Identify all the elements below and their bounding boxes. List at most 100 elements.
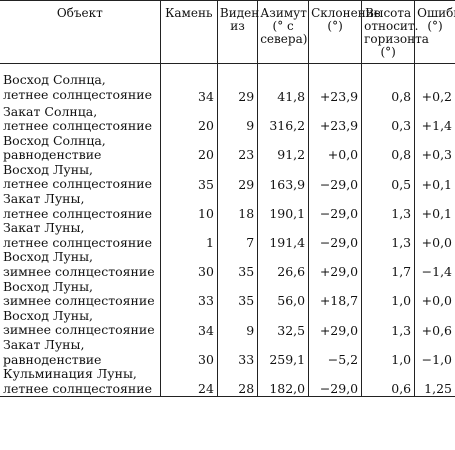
table-row: Восход Луны, зимнее солнцестояние 33 35 56,0…: [0, 278, 455, 309]
cell-stone: 20: [159, 104, 218, 134]
cell-error: +0,0: [414, 221, 455, 251]
cell-object: Закат Луны, летнее солнцестояние: [0, 221, 160, 250]
object-line-2: летнее солнцестояние: [3, 205, 152, 221]
cell-visible-from: 18: [216, 192, 258, 222]
object-line-1: Восход Солнца,: [3, 132, 106, 148]
object-line-2: летнее солнцестояние: [3, 380, 152, 396]
cell-horizon-height: 1,3: [361, 221, 415, 251]
cell-horizon-height: 0,5: [361, 162, 415, 193]
cell-declination: +29,0: [308, 250, 362, 280]
cell-stone: 34: [159, 308, 218, 338]
cell-stone: 34: [159, 63, 218, 105]
cell-error: −1,4: [414, 250, 455, 280]
object-line-1: Закат Луны,: [3, 191, 85, 207]
cell-stone: 30: [159, 338, 218, 368]
object-line-2: летнее солнцестояние: [3, 118, 152, 133]
table-row: Закат Луны, летнее солнцестояние 10 18 190,1…: [0, 191, 455, 222]
cell-object: Восход Луны, зимнее солнцестояние: [0, 278, 160, 309]
cell-visible-from: 23: [216, 133, 258, 163]
cell-azimuth: 56,0: [257, 279, 309, 309]
cell-object: Восход Солнца, летнее солнцестояние: [0, 64, 160, 105]
cell-horizon-height: 0,8: [361, 63, 415, 105]
cell-azimuth: 41,8: [257, 63, 309, 105]
cell-declination: −5,2: [308, 338, 362, 368]
table-row: Восход Луны, зимнее солнцестояние 34 9 32,5 +…: [0, 307, 455, 338]
object-line-1: Восход Луны,: [3, 278, 93, 294]
object-line-2: зимнее солнцестояние: [3, 293, 155, 309]
cell-visible-from: 28: [216, 367, 258, 398]
cell-declination: +23,9: [308, 104, 362, 134]
table-row: Восход Солнца, летнее солнцестояние 34 29 41…: [0, 63, 455, 105]
object-line-1: Восход Луны,: [3, 161, 93, 177]
table-header: Объект Камень Виден из Азимут (° с север…: [0, 0, 455, 64]
cell-object: Восход Солнца, равноденствие: [0, 132, 160, 163]
cell-visible-from: 29: [216, 63, 258, 105]
header-declination: Склонение (°): [308, 0, 381, 64]
cell-declination: −29,0: [308, 192, 362, 222]
cell-azimuth: 191,4: [257, 221, 309, 251]
cell-azimuth: 26,6: [257, 250, 309, 280]
cell-azimuth: 182,0: [257, 367, 309, 398]
cell-declination: +23,9: [308, 63, 362, 105]
header-object: Объект: [0, 0, 161, 64]
cell-azimuth: 163,9: [257, 162, 309, 193]
cell-azimuth: 259,1: [257, 338, 309, 368]
table-row: Кульминация Луны, летнее солнцестояние 24 2…: [0, 366, 455, 398]
object-line-2: летнее солнцестояние: [3, 176, 152, 192]
cell-error: +0,1: [414, 162, 455, 193]
cell-visible-from: 9: [216, 104, 258, 134]
cell-stone: 20: [159, 133, 218, 163]
cell-azimuth: 91,2: [257, 133, 309, 163]
object-line-1: Восход Солнца,: [3, 72, 106, 87]
cell-horizon-height: 1,3: [361, 192, 415, 222]
cell-visible-from: 35: [216, 279, 258, 309]
cell-horizon-height: 1,0: [361, 279, 415, 309]
table-row: Закат Луны, летнее солнцестояние 1 7 191,4 −2…: [0, 221, 455, 251]
table-row: Восход Солнца, равноденствие 20 23 91,2 +0,0 0…: [0, 132, 455, 163]
cell-horizon-height: 0,6: [361, 367, 415, 398]
cell-declination: +18,7: [308, 279, 362, 309]
header-azimuth: Азимут (° с севера): [257, 0, 309, 64]
cell-error: +0,3: [414, 133, 455, 163]
cell-object: Восход Луны, зимнее солнцестояние: [0, 250, 160, 279]
header-visible-from: Виден из: [216, 0, 259, 64]
cell-visible-from: 7: [216, 221, 258, 251]
cell-visible-from: 33: [216, 338, 258, 368]
cell-declination: −29,0: [308, 221, 362, 251]
table-row: Закат Луны, равноденствие 30 33 259,1 −5,2 1,0…: [0, 337, 455, 368]
cell-visible-from: 29: [216, 162, 258, 193]
object-line-2: летнее солнцестояние: [3, 86, 152, 102]
cell-azimuth: 32,5: [257, 308, 309, 338]
cell-visible-from: 35: [216, 250, 258, 280]
data-table: Объект Камень Виден из Азимут (° с север…: [0, 0, 455, 398]
cell-error: +1,4: [414, 104, 455, 134]
cell-horizon-height: 1,0: [361, 338, 415, 368]
cell-stone: 24: [159, 367, 218, 398]
object-line-1: Восход Луны,: [3, 249, 93, 265]
object-line-2: летнее солнцестояние: [3, 234, 152, 250]
object-line-2: зимнее солнцестояние: [3, 322, 155, 338]
cell-declination: −29,0: [308, 367, 362, 398]
cell-horizon-height: 1,7: [361, 250, 415, 280]
header-error: Ошибка (°): [414, 0, 455, 64]
cell-object: Восход Луны, зимнее солнцестояние: [0, 307, 160, 338]
cell-error: +0,6: [414, 308, 455, 338]
cell-object: Закат Солнца, летнее солнцестояние: [0, 103, 160, 134]
cell-stone: 33: [159, 279, 218, 309]
table-row: Восход Луны, зимнее солнцестояние 30 35 26,6…: [0, 250, 455, 280]
object-line-1: Закат Солнца,: [3, 103, 98, 119]
table-row: Восход Луны, летнее солнцестояние 35 29 163,…: [0, 161, 455, 193]
cell-horizon-height: 1,3: [361, 308, 415, 338]
cell-declination: +29,0: [308, 308, 362, 338]
object-line-2: зимнее солнцестояние: [3, 263, 155, 279]
object-line-1: Кульминация Луны,: [3, 366, 137, 382]
cell-horizon-height: 0,8: [361, 133, 415, 163]
cell-declination: +0,0: [308, 133, 362, 163]
object-line-2: равноденствие: [3, 147, 102, 163]
cell-azimuth: 190,1: [257, 192, 309, 222]
object-line-1: Закат Луны,: [3, 220, 85, 236]
cell-visible-from: 9: [216, 308, 258, 338]
object-line-1: Закат Луны,: [3, 337, 85, 352]
object-line-1: Восход Луны,: [3, 307, 93, 323]
cell-error: +0,1: [414, 192, 455, 222]
